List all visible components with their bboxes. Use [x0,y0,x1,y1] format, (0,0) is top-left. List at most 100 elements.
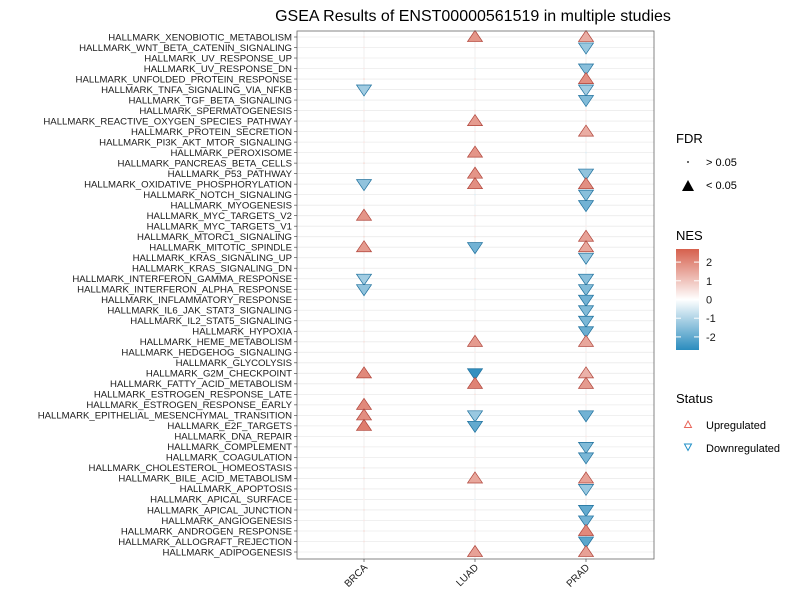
y-tick-label: HALLMARK_P53_PATHWAY [168,169,293,180]
point-brca-23 [355,273,373,286]
point-brca-10 [363,141,365,144]
point-prad-22 [585,267,587,270]
point-luad-28 [474,330,476,333]
y-tick-label: HALLMARK_E2F_TARGETS [167,421,292,432]
point-brca-42 [363,477,365,480]
point-brca-20 [355,240,373,253]
point-luad-40 [474,456,476,459]
y-tick-label: HALLMARK_HEDGEHOG_SIGNALING [121,348,292,359]
point-luad-3 [474,67,476,70]
point-prad-42 [577,471,595,484]
point-luad-0 [466,29,484,42]
point-luad-17 [474,214,476,217]
point-prad-28 [577,326,595,339]
point-brca-11 [363,151,365,154]
point-brca-5 [355,84,373,97]
point-luad-9 [474,130,476,133]
point-luad-22 [474,267,476,270]
y-tick-label: HALLMARK_COMPLEMENT [167,442,292,453]
point-prad-14 [577,177,595,190]
point-brca-19 [363,235,365,238]
point-prad-31 [585,361,587,364]
point-brca-17 [355,208,373,221]
point-luad-41 [474,467,476,469]
point-brca-16 [363,204,365,207]
mark-layer [355,29,595,557]
point-prad-38 [585,435,587,438]
point-prad-24 [577,284,595,297]
y-tick-label: HALLMARK_MITOTIC_SPINDLE [149,243,292,254]
point-brca-28 [363,330,365,333]
y-tick-label: HALLMARK_INTERFERON_ALPHA_RESPONSE [77,285,292,296]
point-brca-7 [363,109,365,112]
point-luad-30 [474,351,476,354]
point-prad-11 [585,151,587,154]
point-luad-18 [474,225,476,228]
legend-status-up-label: Upregulated [706,420,766,432]
point-prad-4 [577,71,595,84]
y-tick-label: HALLMARK_IL6_JAK_STAT3_SIGNALING [107,306,292,317]
y-tick-label: HALLMARK_REACTIVE_OXYGEN_SPECIES_PATHWAY [43,116,292,127]
point-brca-8 [363,120,365,122]
point-brca-47 [363,530,365,532]
legend-fdr-title: FDR [676,131,703,146]
point-prad-1 [577,42,595,55]
point-brca-48 [363,540,365,543]
y-tick-label: HALLMARK_MYC_TARGETS_V2 [147,211,292,222]
y-tick-label: HALLMARK_MYOGENESIS [170,200,292,211]
point-prad-40 [577,452,595,465]
point-luad-15 [474,193,476,196]
y-axis-labels: HALLMARK_XENOBIOTIC_METABOLISMHALLMARK_W… [38,32,297,558]
point-luad-16 [474,204,476,207]
point-brca-30 [363,351,365,354]
x-axis-labels: BRCA LUAD PRAD [343,559,592,590]
point-prad-0 [577,29,595,42]
point-prad-18 [585,225,587,228]
point-brca-12 [363,162,365,165]
point-prad-39 [577,441,595,455]
y-tick-label: HALLMARK_ALLOGRAFT_REJECTION [118,537,292,548]
y-tick-label: HALLMARK_PANCREAS_BETA_CELLS [117,158,292,169]
legend-status-down-triangle [683,443,693,452]
point-brca-6 [363,99,365,101]
point-brca-35 [355,397,373,410]
point-luad-24 [474,288,476,291]
point-brca-1 [363,46,365,49]
y-tick-label: HALLMARK_OXIDATIVE_PHOSPHORYLATION [84,179,292,190]
x-tick-label-brca: BRCA [343,562,371,590]
point-luad-29 [466,334,484,347]
point-luad-12 [474,162,476,165]
point-luad-14 [466,177,484,190]
point-brca-45 [363,509,365,511]
point-luad-21 [474,256,476,259]
point-luad-19 [474,235,476,238]
point-prad-33 [577,376,595,389]
point-prad-16 [577,200,595,213]
point-prad-41 [585,467,587,469]
legend-status-up-triangle [683,419,693,428]
point-luad-23 [474,277,476,280]
y-tick-label: HALLMARK_GLYCOLYSIS [176,358,292,369]
x-tick-label-prad: PRAD [565,562,592,589]
y-tick-label: HALLMARK_ESTROGEN_RESPONSE_LATE [94,390,292,401]
point-luad-5 [474,88,476,91]
y-tick-label: HALLMARK_WNT_BETA_CATENIN_SIGNALING [79,43,292,54]
point-prad-46 [577,515,595,528]
point-brca-18 [363,225,365,228]
y-tick-label: HALLMARK_IL2_STAT5_SIGNALING [130,316,292,327]
y-tick-label: HALLMARK_KRAS_SIGNALING_UP [133,253,292,264]
point-prad-44 [585,498,587,501]
point-luad-45 [474,509,476,511]
point-luad-33 [466,376,484,389]
y-tick-label: HALLMARK_APOPTOSIS [180,484,292,495]
point-brca-32 [355,366,373,379]
point-prad-10 [585,141,587,144]
y-tick-label: HALLMARK_NOTCH_SIGNALING [143,190,292,201]
legend-nes-title: NES [676,228,703,243]
point-brca-43 [363,488,365,490]
x-tick-label-luad: LUAD [454,562,481,589]
point-prad-25 [577,294,595,307]
point-brca-29 [363,340,365,343]
y-tick-label: HALLMARK_COAGULATION [166,453,292,464]
